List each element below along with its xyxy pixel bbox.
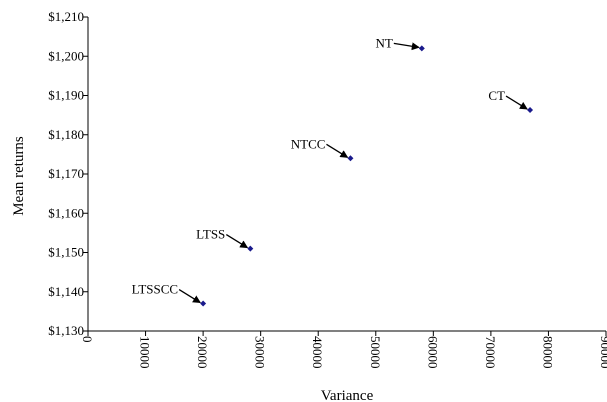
y-axis-title: Mean returns <box>11 136 27 216</box>
annotation-arrow <box>326 143 349 158</box>
y-tick-label: $1,140 <box>48 284 84 299</box>
y-tick-label: $1,180 <box>48 127 84 142</box>
x-tick-label: 90000 <box>598 336 607 369</box>
data-point <box>418 45 425 52</box>
x-tick-label: 60000 <box>425 336 440 369</box>
point-label: CT <box>488 88 505 103</box>
y-tick-label: $1,160 <box>48 205 84 220</box>
annotation-arrow <box>393 42 420 51</box>
y-tick-label: $1,210 <box>48 9 84 24</box>
annotation-arrow <box>225 234 249 249</box>
x-tick-label: 10000 <box>138 336 153 369</box>
point-label: NTCC <box>291 136 326 151</box>
x-tick-label: 40000 <box>310 336 325 369</box>
data-point <box>347 155 354 162</box>
data-point <box>527 107 534 114</box>
annotation-arrow <box>178 288 201 304</box>
y-tick-label: $1,130 <box>48 323 84 338</box>
y-tick-label: $1,150 <box>48 245 84 260</box>
y-tick-label: $1,200 <box>48 48 84 63</box>
y-tick-label: $1,170 <box>48 166 84 181</box>
x-axis-title: Variance <box>321 388 374 402</box>
point-label: LTSS <box>196 227 225 242</box>
annotation-arrow <box>505 95 528 110</box>
x-tick-label: 20000 <box>195 336 210 369</box>
plot-area: $1,130 $1,140 $1,150 $1,160 $1,170 $1,180 $1,1… <box>48 9 607 369</box>
x-tick-label: 30000 <box>253 336 268 369</box>
y-tick-label: $1,190 <box>48 88 84 103</box>
x-tick-label: 70000 <box>483 336 498 369</box>
data-point <box>200 300 207 307</box>
point-label: LTSSCC <box>132 282 179 297</box>
x-tick-label: 50000 <box>368 336 383 369</box>
point-label: NT <box>375 35 392 50</box>
x-tick-label: 80000 <box>540 336 555 369</box>
data-point <box>247 245 254 252</box>
x-tick-label: 0 <box>80 336 95 343</box>
